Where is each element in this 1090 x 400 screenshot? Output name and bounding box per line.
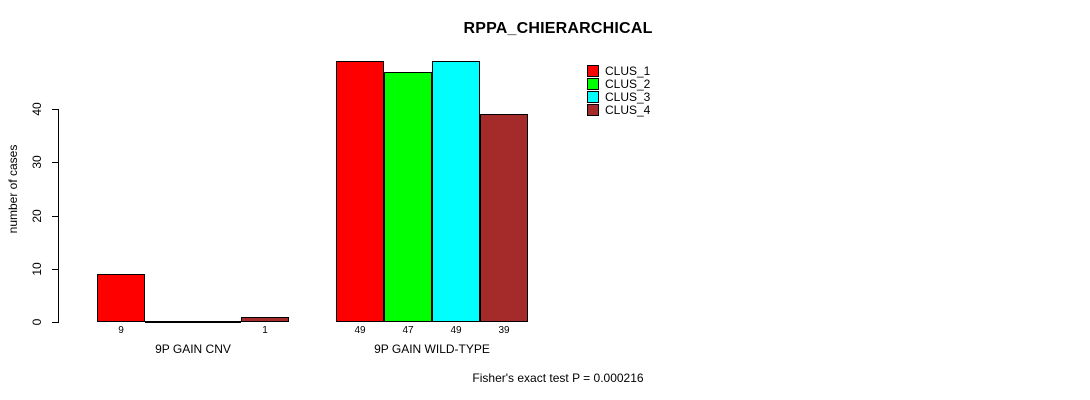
y-tick: [52, 162, 58, 163]
legend-row: CLUS_2: [587, 78, 650, 90]
bar-value-label: 47: [402, 325, 414, 336]
bar: [241, 317, 289, 322]
bar: [336, 61, 384, 322]
y-tick: [52, 269, 58, 270]
bar-value-label: 49: [450, 325, 462, 336]
bar-value-label: 39: [498, 325, 510, 336]
bar-value-label: 1: [262, 325, 268, 336]
legend-label: CLUS_4: [605, 103, 651, 117]
y-tick: [52, 322, 58, 323]
y-tick-label: 20: [30, 209, 44, 223]
legend-label: CLUS_2: [605, 77, 651, 91]
y-tick-label: 40: [30, 102, 44, 116]
legend-label: CLUS_3: [605, 90, 651, 104]
bar: [97, 274, 145, 322]
y-tick-label: 10: [30, 262, 44, 276]
bar-zero: [145, 321, 193, 323]
y-tick-label: 0: [30, 318, 44, 326]
legend-swatch: [587, 104, 599, 116]
legend-row: CLUS_3: [587, 91, 650, 103]
legend-swatch: [587, 91, 599, 103]
legend-row: CLUS_1: [587, 65, 650, 77]
group-label: 9P GAIN CNV: [155, 342, 231, 356]
legend-label: CLUS_1: [605, 64, 651, 78]
bar-value-label: 9: [118, 325, 124, 336]
bar: [384, 72, 432, 322]
legend-swatch: [587, 65, 599, 77]
y-tick: [52, 109, 58, 110]
legend-swatch: [587, 78, 599, 90]
bar-value-label: 49: [354, 325, 366, 336]
legend-row: CLUS_4: [587, 104, 650, 116]
y-tick-label: 30: [30, 155, 44, 169]
group-label: 9P GAIN WILD-TYPE: [374, 342, 490, 356]
y-axis-line: [58, 109, 59, 323]
bar: [432, 61, 480, 322]
y-tick: [52, 216, 58, 217]
bar: [480, 114, 528, 322]
bar-zero: [193, 321, 241, 323]
chart-title: RPPA_CHIERARCHICAL: [463, 20, 653, 37]
legend: CLUS_1 CLUS_2 CLUS_3 CLUS_4: [587, 65, 650, 117]
fisher-test-note: Fisher's exact test P = 0.000216: [472, 371, 644, 385]
